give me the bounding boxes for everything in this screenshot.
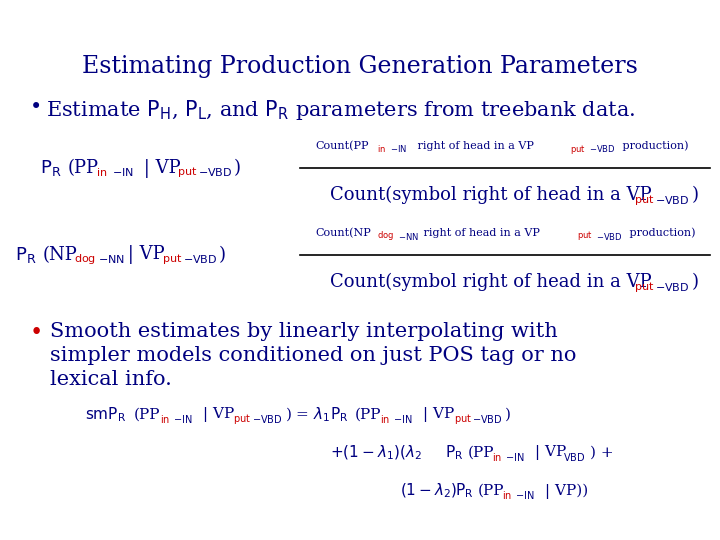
Text: simpler models conditioned on just POS tag or no: simpler models conditioned on just POS t… <box>50 346 577 365</box>
Text: $\mathrm{-IN}$: $\mathrm{-IN}$ <box>505 451 524 463</box>
Text: Count(PP: Count(PP <box>315 141 369 151</box>
Text: lexical info.: lexical info. <box>50 370 172 389</box>
Text: (PP: (PP <box>478 484 505 498</box>
Text: (PP: (PP <box>355 408 382 422</box>
Text: $\mathrm{in}$: $\mathrm{in}$ <box>377 144 386 154</box>
Text: $\mathrm{put}$: $\mathrm{put}$ <box>177 165 197 179</box>
Text: $\mathrm{-NN}$: $\mathrm{-NN}$ <box>98 253 125 265</box>
Text: (NP: (NP <box>43 246 78 264</box>
Text: $\mathrm{put}$: $\mathrm{put}$ <box>634 280 654 294</box>
Text: | VP: | VP <box>138 159 181 178</box>
Text: | VP: | VP <box>418 408 454 422</box>
Text: $\mathrm{in}$: $\mathrm{in}$ <box>492 451 502 463</box>
Text: $\mathrm{in}$: $\mathrm{in}$ <box>502 489 512 501</box>
Text: •: • <box>30 98 42 117</box>
Text: ): ) <box>692 273 699 291</box>
Text: $\mathrm{put}$: $\mathrm{put}$ <box>634 193 654 207</box>
Text: $\mathrm{in}$: $\mathrm{in}$ <box>96 166 107 178</box>
Text: $\mathrm{put}$: $\mathrm{put}$ <box>233 412 251 426</box>
Text: ): ) <box>219 246 226 264</box>
Text: $\mathrm{-IN}$: $\mathrm{-IN}$ <box>173 413 192 425</box>
Text: $\mathrm{put}$: $\mathrm{put}$ <box>454 412 472 426</box>
Text: Estimate $\mathrm{P_H}$, $\mathrm{P_L}$, and $\mathrm{P_R}$ parameters from tree: Estimate $\mathrm{P_H}$, $\mathrm{P_L}$,… <box>46 98 635 122</box>
Text: $\mathrm{-VBD}$: $\mathrm{-VBD}$ <box>472 413 503 425</box>
Text: right of head in a VP: right of head in a VP <box>414 141 534 151</box>
Text: | VP)): | VP)) <box>540 483 588 499</box>
Text: production): production) <box>619 141 688 151</box>
Text: $\mathrm{-IN}$: $\mathrm{-IN}$ <box>393 413 413 425</box>
Text: $\mathrm{-VBD}$: $\mathrm{-VBD}$ <box>198 166 233 178</box>
Text: ) = $\lambda_1$: ) = $\lambda_1$ <box>285 406 330 424</box>
Text: (PP: (PP <box>68 159 99 177</box>
Text: $\mathrm{dog}$: $\mathrm{dog}$ <box>377 230 394 242</box>
Text: production): production) <box>626 228 696 238</box>
Text: right of head in a VP: right of head in a VP <box>420 228 540 238</box>
Text: $\mathrm{-NN}$: $\mathrm{-NN}$ <box>398 231 419 241</box>
Text: $\mathrm{P_R}$: $\mathrm{P_R}$ <box>445 444 464 462</box>
Text: (PP: (PP <box>134 408 161 422</box>
Text: Count(symbol right of head in a VP: Count(symbol right of head in a VP <box>330 273 652 291</box>
Text: ): ) <box>692 186 699 204</box>
Text: •: • <box>30 322 43 344</box>
Text: $\mathrm{-VBD}$: $\mathrm{-VBD}$ <box>252 413 282 425</box>
Text: $\mathrm{P_R}$: $\mathrm{P_R}$ <box>15 245 37 265</box>
Text: ): ) <box>505 408 511 422</box>
Text: $\mathrm{-VBD}$: $\mathrm{-VBD}$ <box>589 144 616 154</box>
Text: $\mathrm{-VBD}$: $\mathrm{-VBD}$ <box>655 281 690 293</box>
Text: | VP: | VP <box>198 408 234 422</box>
Text: $\mathrm{-IN}$: $\mathrm{-IN}$ <box>515 489 534 501</box>
Text: $\mathrm{put}$: $\mathrm{put}$ <box>577 230 593 242</box>
Text: Count(NP: Count(NP <box>315 228 371 238</box>
Text: Count(symbol right of head in a VP: Count(symbol right of head in a VP <box>330 186 652 204</box>
Text: $\mathrm{put}$: $\mathrm{put}$ <box>570 143 585 156</box>
Text: $\mathrm{P_R}$: $\mathrm{P_R}$ <box>40 158 61 178</box>
Text: $\mathrm{-VBD}$: $\mathrm{-VBD}$ <box>596 231 623 241</box>
Text: | VP: | VP <box>122 246 165 265</box>
Text: $+ (1- \lambda_1)(\lambda_2$: $+ (1- \lambda_1)(\lambda_2$ <box>330 444 422 462</box>
Text: $\mathrm{smP_R}$: $\mathrm{smP_R}$ <box>85 406 126 424</box>
Text: $\mathrm{-VBD}$: $\mathrm{-VBD}$ <box>655 194 690 206</box>
Text: $\mathrm{P_R}$: $\mathrm{P_R}$ <box>455 482 473 501</box>
Text: $\mathrm{VBD}$: $\mathrm{VBD}$ <box>563 451 585 463</box>
Text: $\mathrm{-IN}$: $\mathrm{-IN}$ <box>390 144 407 154</box>
Text: $\mathrm{-VBD}$: $\mathrm{-VBD}$ <box>183 253 217 265</box>
Text: ): ) <box>234 159 241 177</box>
Text: Estimating Production Generation Parameters: Estimating Production Generation Paramet… <box>82 55 638 78</box>
Text: $\mathrm{in}$: $\mathrm{in}$ <box>380 413 390 425</box>
Text: (PP: (PP <box>468 446 495 460</box>
Text: $\mathrm{dog}$: $\mathrm{dog}$ <box>74 252 96 266</box>
Text: $\mathrm{P_R}$: $\mathrm{P_R}$ <box>330 406 348 424</box>
Text: $\mathrm{in}$: $\mathrm{in}$ <box>160 413 170 425</box>
Text: $\mathrm{put}$: $\mathrm{put}$ <box>162 252 182 266</box>
Text: $(1- \lambda_2)$: $(1- \lambda_2)$ <box>400 482 457 500</box>
Text: ) +: ) + <box>590 446 613 460</box>
Text: Smooth estimates by linearly interpolating with: Smooth estimates by linearly interpolati… <box>50 322 558 341</box>
Text: | VP: | VP <box>530 446 566 461</box>
Text: $\mathrm{-IN}$: $\mathrm{-IN}$ <box>112 166 134 178</box>
